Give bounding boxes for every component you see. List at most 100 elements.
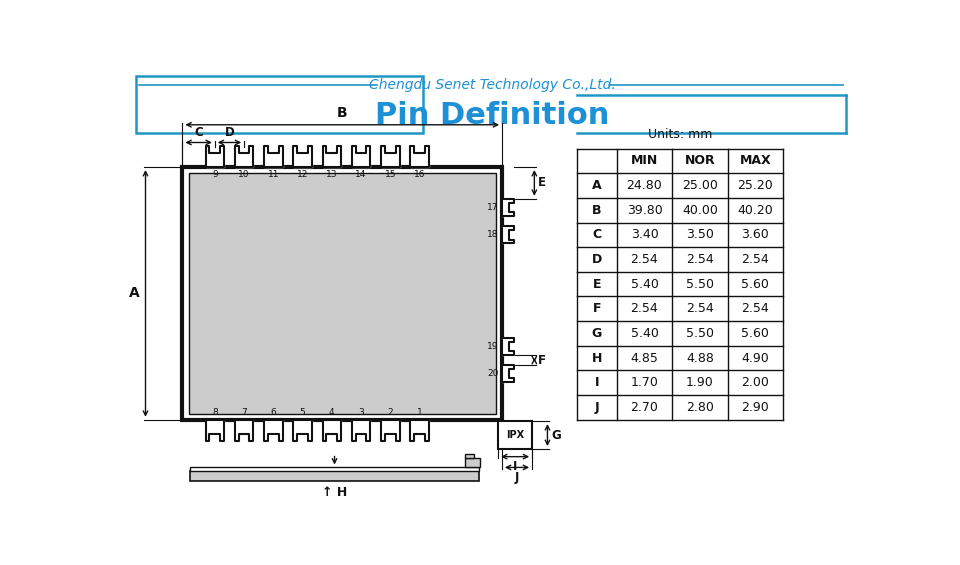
Text: 3.50: 3.50 [686,228,714,241]
Text: ↑ H: ↑ H [322,486,348,499]
Bar [136,76,422,133]
Text: D: D [591,253,602,266]
Text: I: I [594,376,599,389]
Text: F: F [539,354,546,367]
Polygon shape [205,420,224,441]
Text: J: J [594,401,599,414]
Text: Chengdu Senet Technology Co.,Ltd.: Chengdu Senet Technology Co.,Ltd. [369,78,615,92]
Text: E: E [539,176,546,189]
Text: G: G [591,327,602,340]
Text: NOR: NOR [684,154,715,167]
Text: 1.70: 1.70 [631,376,659,389]
Polygon shape [502,365,515,382]
Text: C: C [592,228,601,241]
Text: 3: 3 [358,407,364,416]
Text: MIN: MIN [631,154,659,167]
Bar [190,471,479,481]
Text: 8: 8 [212,407,218,416]
Polygon shape [294,146,312,167]
Polygon shape [352,420,371,441]
Bar [188,173,496,414]
Text: 2.54: 2.54 [631,302,659,315]
Bar [190,467,479,471]
Text: 25.00: 25.00 [682,179,718,192]
Text: 4.90: 4.90 [741,351,769,364]
Bar [182,167,502,420]
Text: 5.60: 5.60 [741,277,769,290]
Polygon shape [502,199,515,216]
Text: 39.80: 39.80 [627,204,662,217]
Text: 3.40: 3.40 [631,228,659,241]
Text: 2.54: 2.54 [631,253,659,266]
Text: 5.40: 5.40 [631,327,659,340]
Text: 11: 11 [268,170,279,179]
Polygon shape [502,227,515,244]
Text: C: C [194,125,203,138]
Polygon shape [502,338,515,355]
Text: 5.50: 5.50 [685,327,714,340]
Text: 5: 5 [300,407,305,416]
Text: 4: 4 [329,407,335,416]
Text: 40.00: 40.00 [682,204,718,217]
Text: 1: 1 [417,407,422,416]
Text: 18: 18 [488,231,499,240]
Text: 4.85: 4.85 [631,351,659,364]
Text: 25.20: 25.20 [737,179,773,192]
Polygon shape [410,420,429,441]
Text: Units: mm: Units: mm [648,128,712,141]
Text: B: B [337,106,348,120]
Text: 19: 19 [488,342,499,351]
Text: 5.50: 5.50 [685,277,714,290]
Text: 5.40: 5.40 [631,277,659,290]
Text: Pin Definition: Pin Definition [374,101,610,130]
Text: 5.60: 5.60 [741,327,769,340]
Polygon shape [323,420,341,441]
Text: D: D [225,125,234,138]
Polygon shape [381,420,399,441]
Text: 10: 10 [238,170,250,179]
Text: 3.60: 3.60 [741,228,769,241]
Text: A: A [129,286,139,301]
Text: J: J [515,471,519,484]
Text: 2.54: 2.54 [686,253,714,266]
Text: G: G [551,429,561,442]
Text: 12: 12 [297,170,308,179]
Polygon shape [264,420,282,441]
Polygon shape [264,146,282,167]
Text: 2.00: 2.00 [741,376,769,389]
Text: 2.54: 2.54 [686,302,714,315]
Text: 2.70: 2.70 [631,401,659,414]
Text: 4.88: 4.88 [686,351,714,364]
Text: 2.54: 2.54 [741,302,769,315]
Text: 20: 20 [488,369,499,378]
Text: 7: 7 [241,407,247,416]
Text: I: I [513,460,517,473]
Text: 40.20: 40.20 [737,204,773,217]
Text: 2.54: 2.54 [741,253,769,266]
Polygon shape [410,146,429,167]
Text: 14: 14 [355,170,367,179]
Polygon shape [323,146,341,167]
Text: F: F [592,302,601,315]
Text: MAX: MAX [739,154,771,167]
Text: A: A [592,179,602,192]
Text: 1.90: 1.90 [686,376,714,389]
Text: 16: 16 [414,170,425,179]
Polygon shape [294,420,312,441]
Polygon shape [205,146,224,167]
Text: 24.80: 24.80 [627,179,662,192]
Polygon shape [381,146,399,167]
Polygon shape [235,420,253,441]
Text: B: B [592,204,602,217]
Text: 9: 9 [212,170,218,179]
Text: 17: 17 [488,203,499,212]
Text: 15: 15 [385,170,396,179]
Polygon shape [235,146,253,167]
Text: 2.80: 2.80 [686,401,714,414]
Text: 2: 2 [388,407,394,416]
Text: 2.90: 2.90 [741,401,769,414]
Text: E: E [592,277,601,290]
Bar [465,458,480,467]
Text: 13: 13 [326,170,338,179]
Text: 6: 6 [271,407,276,416]
